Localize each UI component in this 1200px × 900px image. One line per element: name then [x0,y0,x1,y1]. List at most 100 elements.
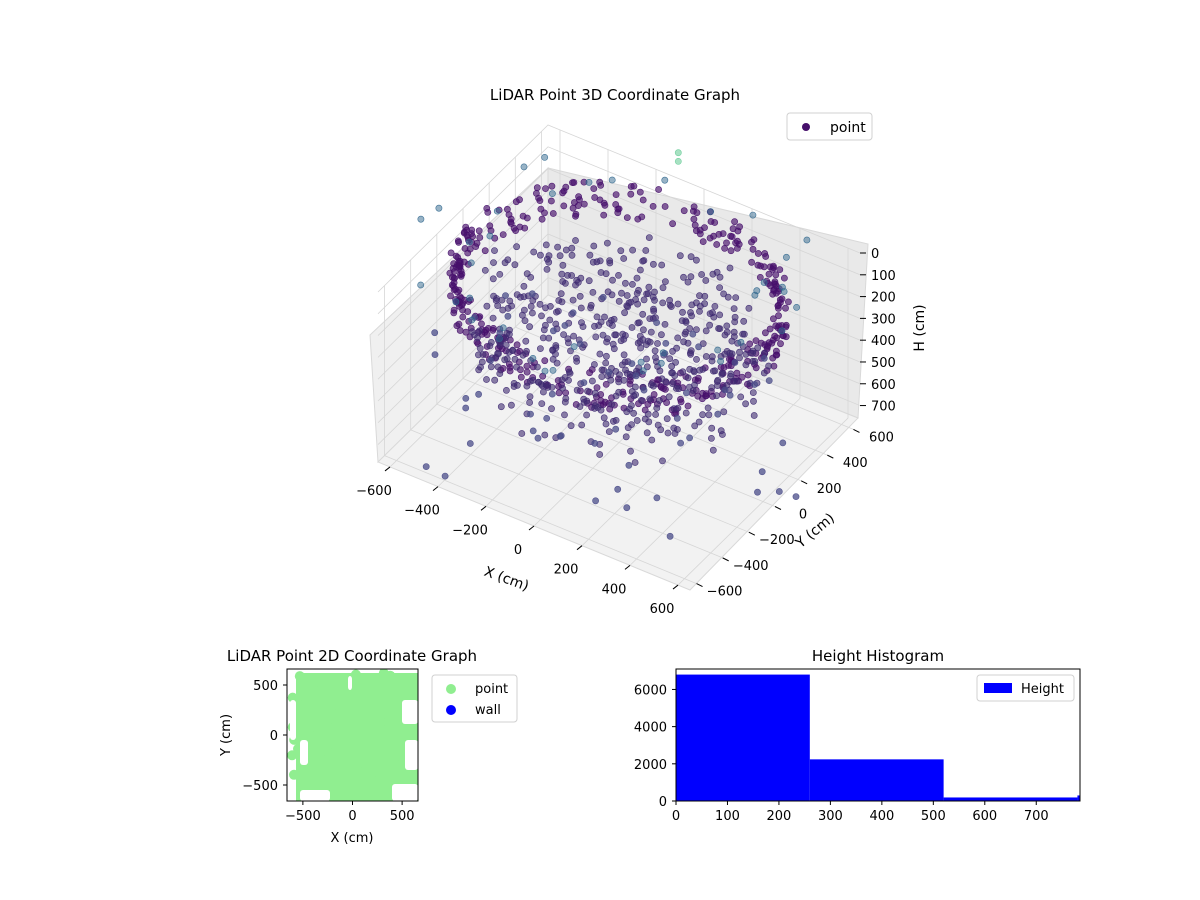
data-point-3d [560,331,567,338]
data-point-3d [632,372,640,380]
data-point-3d [417,215,425,223]
data-point-3d [686,434,693,442]
data-point-3d [718,369,726,377]
y-tick-label-2d: 0 [270,729,278,744]
data-point-3d [590,185,598,192]
data-point-3d [536,300,544,308]
data-point-3d [708,353,716,361]
data-point-3d [707,208,714,215]
data-point-2d [350,762,361,773]
x-tick-3d [384,466,391,472]
data-point-3d [749,211,757,219]
grid-line-z [377,233,861,402]
data-point-3d [608,400,616,408]
data-point-3d [496,270,504,278]
data-point-3d [772,271,780,279]
data-point-3d [541,367,549,375]
data-point-2d [358,776,369,787]
data-point-3d [522,337,530,345]
data-point-3d [537,251,544,259]
data-point-3d [659,299,667,307]
data-point-3d [766,325,774,333]
data-point-3d [538,215,546,223]
data-point-3d [511,261,519,269]
z-tick-label-3d: 400 [871,334,896,349]
data-point-3d [561,322,569,329]
data-point-3d [600,199,608,207]
data-point-2d [321,745,332,756]
data-point-3d [623,292,631,299]
data-point-3d [783,253,790,261]
data-point-3d [713,241,721,248]
histogram-bar [809,759,944,801]
data-point-3d [730,333,738,340]
data-point-3d [462,404,470,412]
grid-line-x-floor [677,417,849,586]
data-point-2d [351,750,362,761]
data-point-3d [452,252,460,260]
data-point-3d [565,339,572,347]
data-point-3d [486,342,494,350]
data-point-3d [529,354,537,362]
chart-2d: LiDAR Point 2D Coordinate Graph −500 0 500… [219,647,518,846]
data-point-3d [627,190,635,198]
legend-3d: point [786,112,873,141]
data-point-3d [680,207,688,215]
data-point-3d [566,369,574,377]
data-point-3d [591,361,598,368]
data-point-3d [494,363,502,371]
data-point-3d [709,446,717,454]
data-point-3d [447,292,454,300]
data-point-3d [793,303,800,311]
data-point-3d [691,221,699,229]
data-point-3d [710,367,717,375]
x-tick-label-histogram: 0 [672,809,680,824]
data-point-3d [577,304,585,312]
data-point-3d [689,330,697,338]
data-point-3d [417,281,425,289]
data-point-3d [486,232,494,240]
data-point-3d [631,459,639,466]
data-point-3d [695,343,702,351]
data-point-3d [727,247,735,255]
data-point-3d [623,214,631,221]
data-point-3d [562,246,570,254]
data-point-3d [569,296,577,304]
chart-2d-title: LiDAR Point 2D Coordinate Graph [227,647,477,665]
data-point-3d [716,284,723,291]
data-point-3d [752,364,760,372]
data-point-3d [635,286,642,294]
empty-region-2d [300,790,330,801]
data-point-3d [570,332,577,340]
data-point-3d [702,390,710,397]
data-point-3d [568,251,576,259]
legend-marker-point-3d [802,123,810,131]
x-tick-label-2d: −500 [285,809,321,824]
data-point-3d [476,327,483,335]
data-point-3d [727,232,735,240]
data-point-3d [720,408,728,416]
data-point-3d [578,319,585,326]
data-point-3d [453,322,461,330]
data-point-3d [455,258,463,266]
data-point-3d [651,347,659,355]
data-point-3d [707,218,715,225]
data-point-3d [549,190,556,197]
data-point-3d [670,424,678,432]
data-point-3d [726,391,734,399]
data-point-3d [648,436,656,444]
data-point-3d [481,266,489,274]
data-point-3d [457,272,465,280]
data-point-3d [465,238,473,246]
data-point-3d [616,371,623,379]
z-axis-label-3d: H (cm) [912,304,928,351]
chart-histogram: Height Histogram 0 100 200 300 400 500 600 7000… [634,647,1081,824]
data-point-3d [775,301,782,309]
data-point-3d [657,426,665,434]
data-point-3d [596,257,604,265]
data-point-3d [489,314,497,322]
data-point-3d [637,266,644,274]
data-point-3d [782,321,790,329]
grid-line-x-floor [581,378,753,546]
data-point-2d [307,730,318,741]
